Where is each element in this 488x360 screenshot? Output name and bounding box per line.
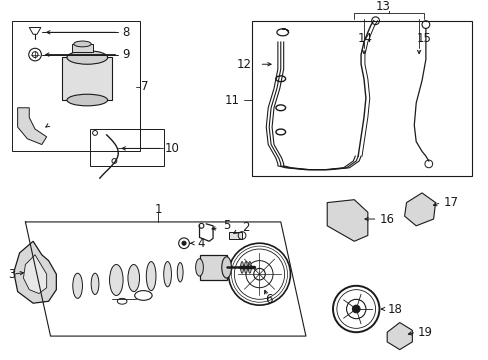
Polygon shape bbox=[326, 200, 367, 241]
Ellipse shape bbox=[128, 265, 139, 292]
Text: 13: 13 bbox=[375, 0, 390, 13]
Text: 19: 19 bbox=[417, 326, 432, 339]
Text: 14: 14 bbox=[357, 32, 372, 45]
Polygon shape bbox=[386, 323, 411, 350]
Polygon shape bbox=[404, 193, 435, 226]
Bar bbox=[90, 129, 163, 166]
Ellipse shape bbox=[146, 262, 156, 291]
Text: 5: 5 bbox=[222, 219, 230, 232]
Bar bbox=[228, 231, 242, 239]
Ellipse shape bbox=[67, 51, 107, 64]
Ellipse shape bbox=[163, 262, 171, 287]
Ellipse shape bbox=[244, 262, 247, 273]
Text: 16: 16 bbox=[379, 212, 394, 225]
Text: 12: 12 bbox=[236, 58, 251, 71]
Ellipse shape bbox=[177, 262, 183, 282]
Bar bbox=[62, 58, 112, 100]
Bar bbox=[72, 44, 93, 52]
Ellipse shape bbox=[222, 257, 231, 278]
Text: 18: 18 bbox=[386, 302, 401, 315]
Ellipse shape bbox=[91, 273, 99, 294]
Ellipse shape bbox=[248, 262, 251, 273]
Text: 3: 3 bbox=[8, 268, 15, 281]
Ellipse shape bbox=[195, 259, 203, 276]
Text: 1: 1 bbox=[155, 203, 162, 216]
Bar bbox=[199, 255, 226, 280]
Text: 15: 15 bbox=[415, 32, 430, 45]
Text: 10: 10 bbox=[164, 142, 179, 155]
Circle shape bbox=[182, 241, 186, 246]
Bar bbox=[12, 21, 139, 151]
Ellipse shape bbox=[109, 265, 123, 296]
Text: 6: 6 bbox=[265, 293, 272, 306]
Ellipse shape bbox=[240, 262, 243, 273]
Text: 4: 4 bbox=[197, 237, 204, 250]
Text: 17: 17 bbox=[443, 196, 457, 209]
Text: 2: 2 bbox=[242, 221, 249, 234]
Polygon shape bbox=[18, 108, 46, 145]
Polygon shape bbox=[23, 255, 46, 293]
Ellipse shape bbox=[73, 273, 82, 298]
Polygon shape bbox=[14, 241, 56, 303]
Text: 7: 7 bbox=[141, 80, 149, 93]
Ellipse shape bbox=[74, 41, 91, 47]
Circle shape bbox=[352, 305, 359, 313]
Text: 8: 8 bbox=[122, 26, 129, 39]
Bar bbox=[251, 21, 471, 176]
Text: 9: 9 bbox=[122, 48, 129, 61]
Ellipse shape bbox=[67, 94, 107, 106]
Text: 11: 11 bbox=[224, 94, 240, 107]
